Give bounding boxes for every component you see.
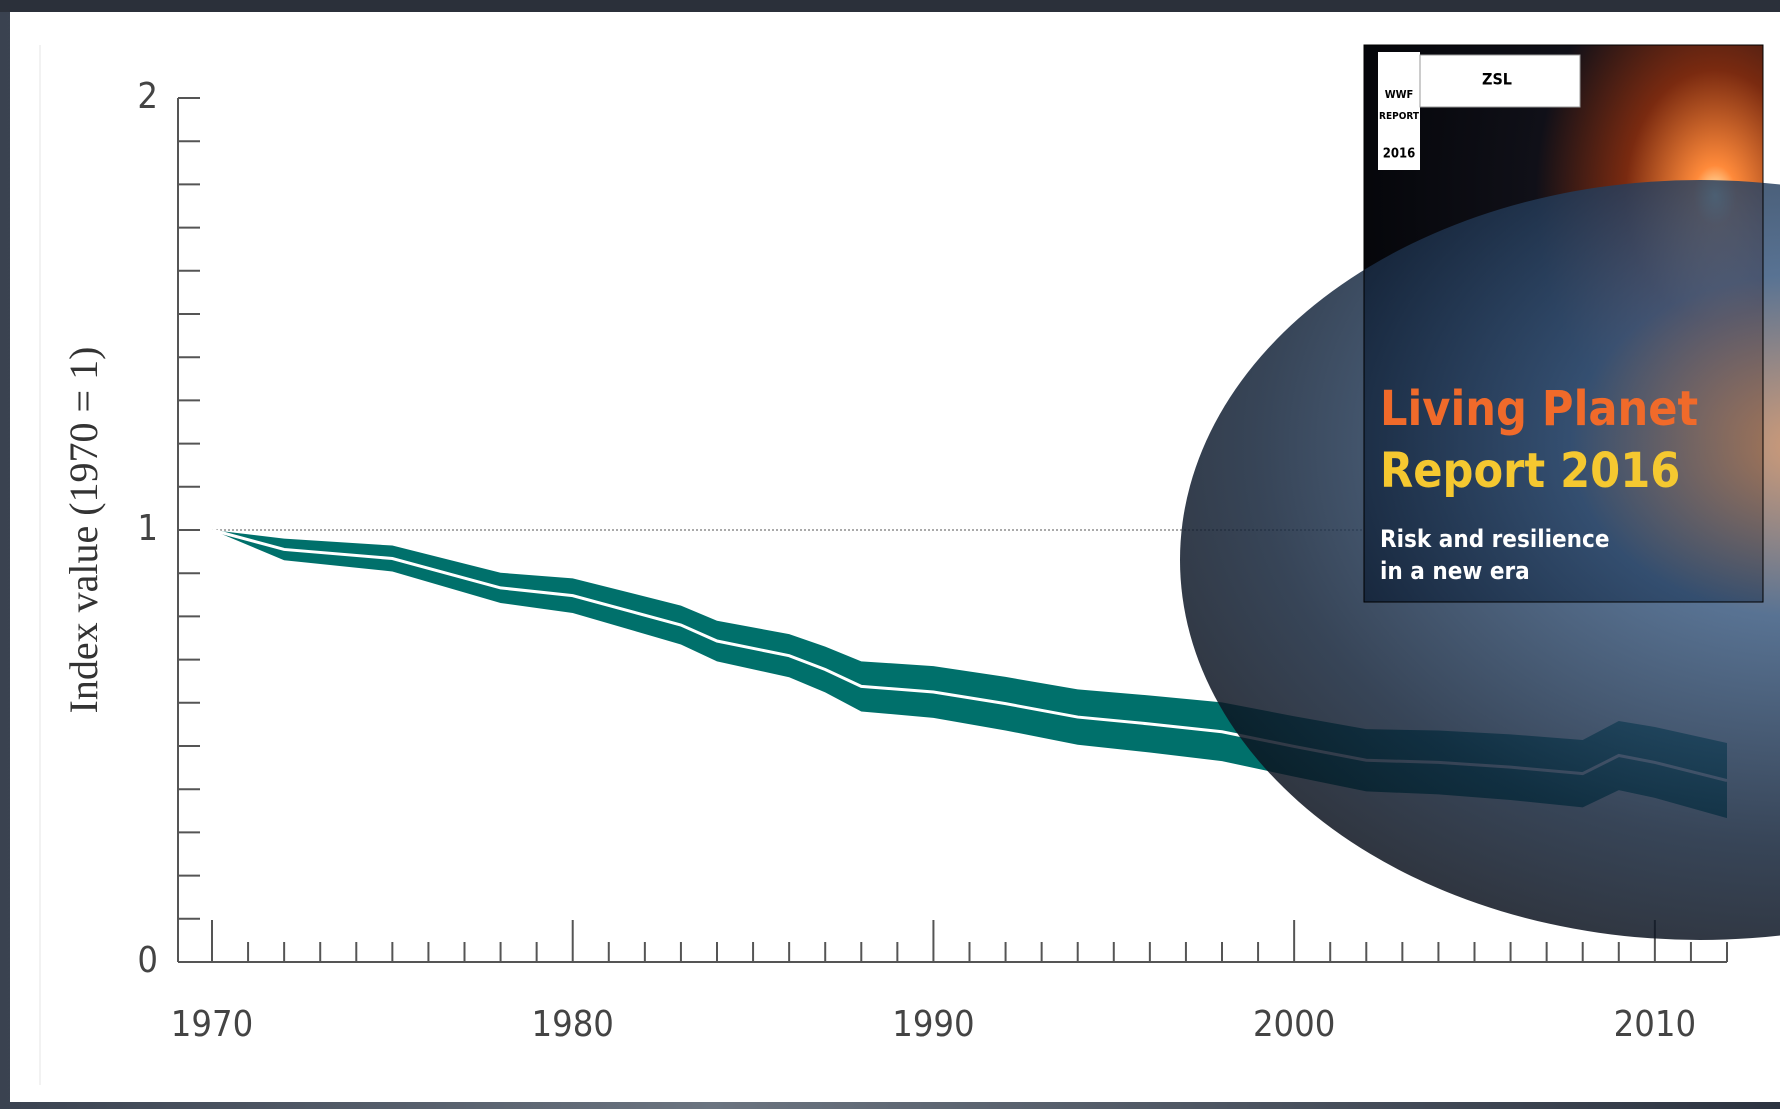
y-tick-label: 1 — [137, 508, 158, 549]
report-cover: WWF REPORT 2016 ZSL Living Planet Report… — [1180, 44, 1780, 940]
y-tick-label: 0 — [137, 940, 158, 981]
y-axis-label: Index value (1970 = 1) — [61, 347, 106, 714]
cover-subtitle-2: in a new era — [1380, 557, 1530, 585]
cover-partner: ZSL — [1482, 70, 1512, 89]
x-tick-label: 1970 — [171, 1004, 253, 1045]
cover-badge — [1378, 52, 1420, 170]
y-tick-label: 2 — [137, 76, 158, 117]
cover-subtitle-1: Risk and resilience — [1380, 525, 1609, 553]
cover-title-2: Report 2016 — [1380, 443, 1680, 499]
cover-year: 2016 — [1383, 147, 1416, 162]
x-tick-label: 1990 — [892, 1004, 974, 1045]
top-strip — [0, 0, 1780, 12]
cover-title-1: Living Planet — [1380, 381, 1698, 437]
cover-partners — [1419, 54, 1581, 108]
cover-badge-text: REPORT — [1379, 111, 1420, 122]
cover-earth — [1180, 180, 1780, 940]
x-tick-label: 1980 — [532, 1004, 614, 1045]
cover-logo: WWF — [1385, 88, 1414, 101]
x-tick-label: 2010 — [1614, 1004, 1696, 1045]
cover-border — [1363, 44, 1764, 603]
x-tick-label: 2000 — [1253, 1004, 1335, 1045]
